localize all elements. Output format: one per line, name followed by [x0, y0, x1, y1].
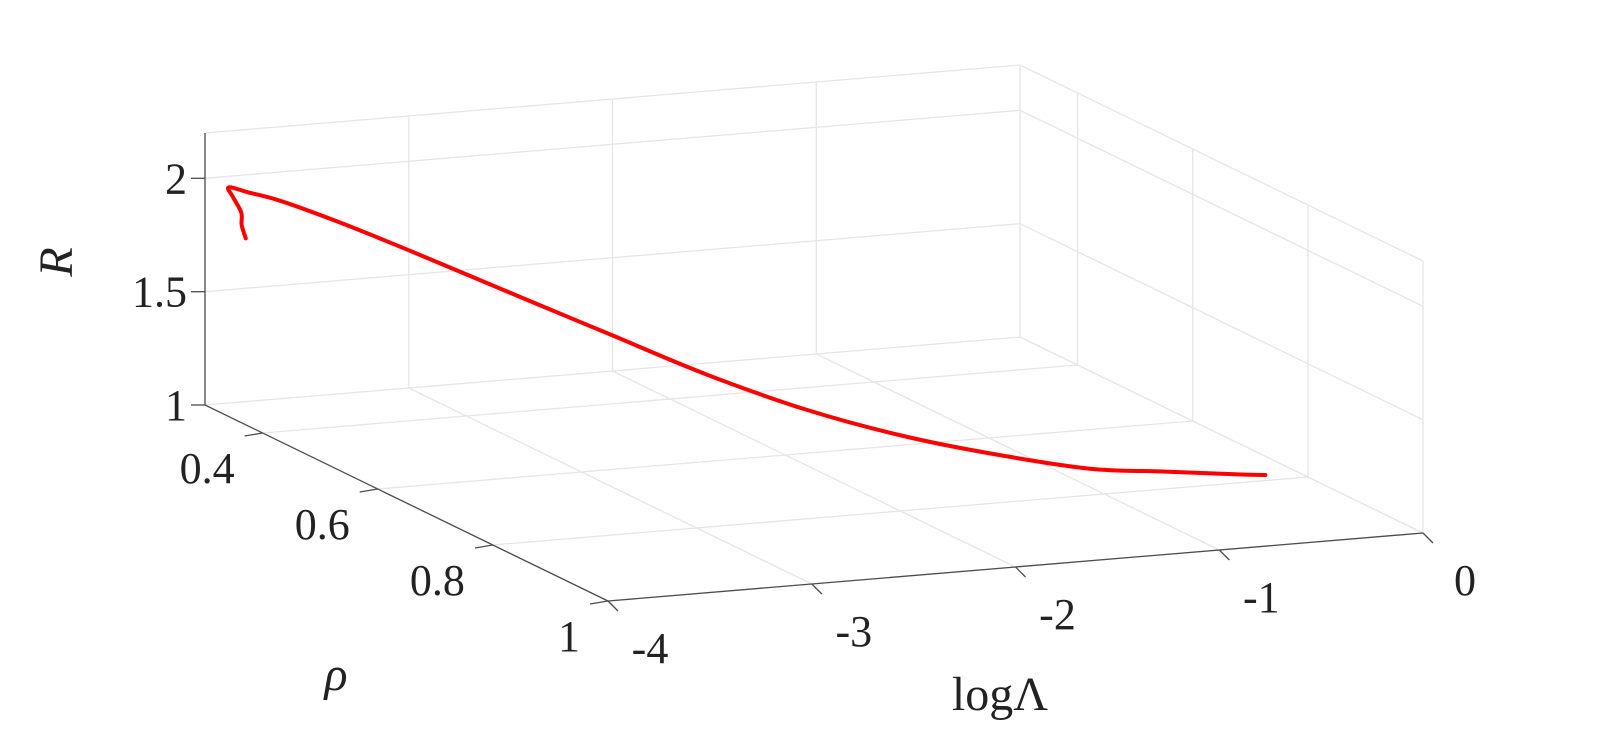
gridline-floor-y	[377, 420, 1193, 490]
gridline-floor-x	[816, 353, 1220, 551]
x-tick	[811, 583, 823, 595]
axis-layer: 1 1.5 2 0.4 0.6 0.8 1 -4 -3 -2 -1 0	[132, 133, 1476, 673]
x-tick-label: -2	[1039, 590, 1076, 639]
box-edge-top-side	[1019, 64, 1424, 262]
curve-layer	[226, 185, 1268, 477]
y-tick-label: 0.6	[295, 500, 350, 549]
gridline-floor-y	[262, 364, 1078, 434]
gridline-side-z	[1019, 223, 1424, 421]
series-line	[226, 185, 1268, 477]
gridline-back-z	[204, 109, 1021, 179]
x-tick-label: -4	[632, 624, 669, 673]
y-tick	[359, 488, 378, 493]
x-tick	[607, 600, 619, 612]
y-axis-label: ρ	[322, 648, 347, 701]
gridline-side-z	[1019, 109, 1424, 307]
gridline-back-z	[204, 223, 1021, 293]
z-tick-label: 2	[165, 154, 187, 203]
gridline-floor-x	[408, 387, 813, 585]
gridline-floor-y	[492, 476, 1308, 546]
gridline-side-z	[1019, 336, 1424, 534]
grid-layer	[204, 64, 1424, 602]
label-layer: logΛ ρ R	[30, 247, 1048, 721]
x-tick	[1015, 566, 1026, 578]
x-tick	[1422, 532, 1434, 544]
gridline-back-z	[204, 336, 1021, 406]
z-axis-label: R	[30, 247, 83, 277]
x-tick-label: -3	[835, 607, 872, 656]
x-tick-label: 0	[1454, 556, 1476, 605]
x-axis-label: logΛ	[952, 668, 1048, 721]
z-tick-label: 1	[165, 381, 187, 430]
y-tick	[244, 432, 263, 437]
box-edge-top-back	[204, 64, 1021, 134]
z-tick-label: 1.5	[132, 268, 187, 317]
y-tick-label: 0.8	[410, 556, 465, 605]
gridline-floor-x	[612, 370, 1016, 568]
y-axis-line	[204, 404, 609, 602]
x-tick-label: -1	[1243, 573, 1280, 622]
y-tick-label: 0.4	[180, 444, 235, 493]
x-tick	[1218, 549, 1230, 561]
y-tick-label: 1	[558, 612, 580, 661]
y-tick	[474, 544, 494, 549]
y-tick	[589, 600, 609, 605]
